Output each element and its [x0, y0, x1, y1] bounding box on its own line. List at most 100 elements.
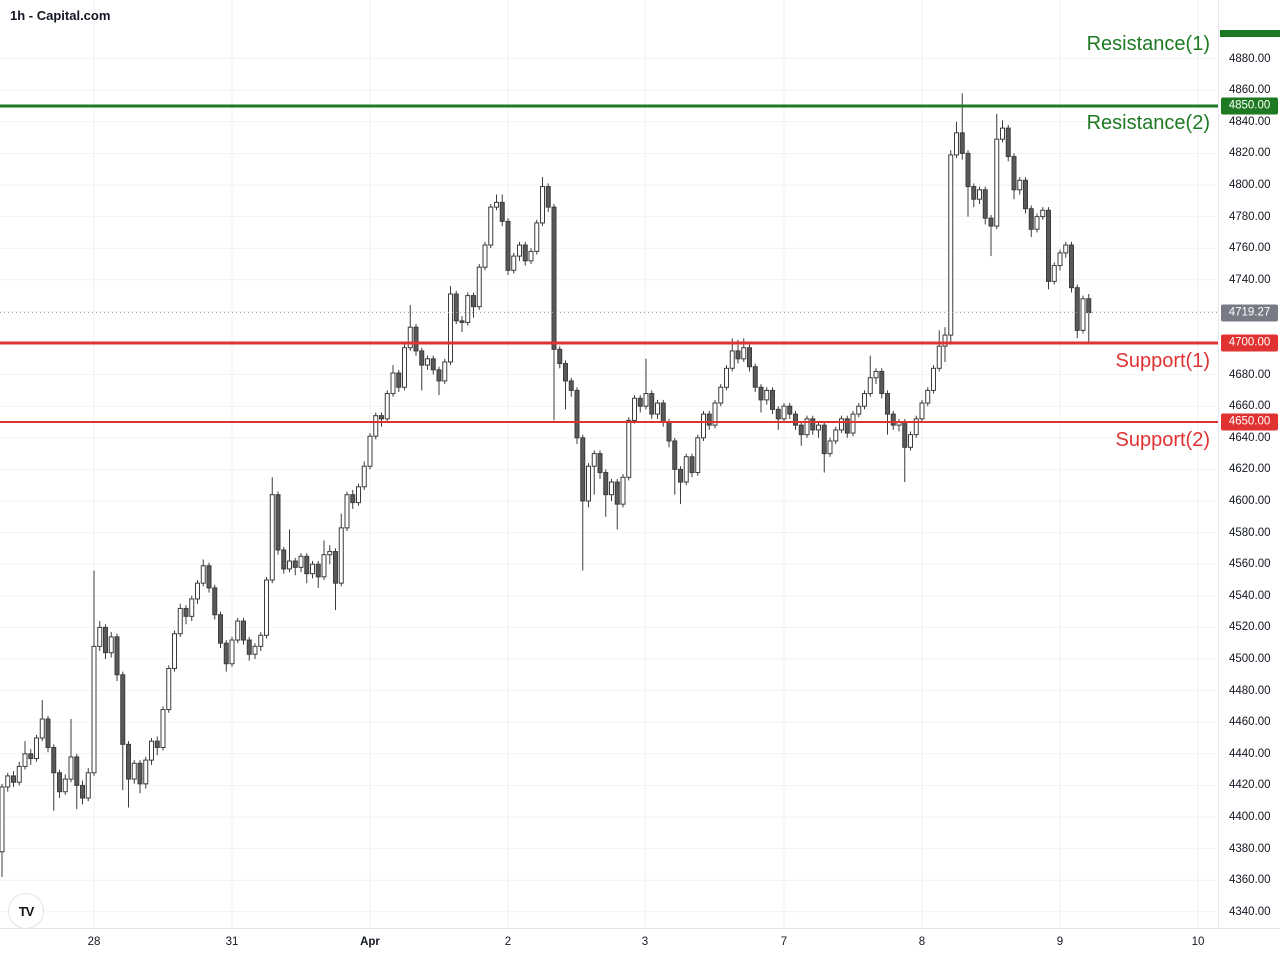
candle-down	[971, 186, 977, 200]
candle-down	[241, 620, 246, 641]
candle-up	[235, 620, 241, 641]
candle-down	[292, 560, 298, 568]
candle-down	[1028, 208, 1034, 230]
candle-down	[557, 348, 563, 365]
time-tick-label: 9	[1056, 936, 1064, 948]
candle-down	[798, 424, 804, 436]
candle-up	[816, 424, 821, 431]
candle-down	[885, 393, 890, 415]
price-tick-label: 4460.00	[1229, 716, 1271, 729]
price-tick-label: 4660.00	[1229, 400, 1271, 413]
candle-down	[126, 743, 131, 780]
candle-down	[430, 358, 436, 371]
candle-up	[764, 389, 770, 401]
candle-up	[534, 222, 540, 252]
candle-down	[1086, 298, 1092, 314]
candle-up	[942, 334, 948, 347]
candle-down	[614, 481, 620, 505]
time-tick-label: 2	[504, 936, 512, 948]
candle-up	[867, 377, 873, 395]
candle-up	[540, 186, 545, 224]
candle-up	[1000, 127, 1005, 140]
candle-up	[465, 295, 471, 323]
resistance-2-label[interactable]: Resistance(2)	[1086, 112, 1210, 134]
candle-down	[218, 614, 223, 644]
candle-up	[1017, 179, 1023, 191]
candle-up	[643, 393, 649, 407]
candle-up	[931, 367, 936, 391]
candle-down	[350, 494, 356, 504]
candle-up	[85, 772, 91, 799]
candle-up	[494, 201, 499, 208]
candle-up	[683, 456, 689, 483]
candle-down	[787, 405, 793, 415]
candle-up	[344, 494, 350, 529]
candle-up	[62, 778, 68, 793]
support-1-label[interactable]: Support(1)	[1115, 350, 1211, 372]
candle-up	[482, 244, 488, 268]
candle-up	[0, 786, 5, 853]
candle-down	[505, 220, 511, 271]
candle-down	[545, 186, 551, 208]
candle-up	[195, 582, 200, 600]
price-tick-label: 4500.00	[1229, 653, 1271, 665]
candle-up	[338, 527, 344, 584]
candle-up	[488, 206, 494, 246]
candle-up	[16, 765, 22, 783]
candle-up	[729, 350, 735, 369]
candle-down	[551, 206, 557, 350]
price-tick-label: 4820.00	[1229, 147, 1271, 160]
candle-up	[189, 598, 195, 617]
candle-up	[850, 413, 856, 434]
chart-plot-area[interactable]	[0, 0, 1218, 928]
candlestick-chart[interactable]	[0, 0, 1218, 928]
candle-down	[810, 418, 816, 431]
candle-up	[177, 607, 183, 635]
candle-up	[22, 753, 28, 767]
candle-up	[172, 633, 177, 669]
candle-up	[425, 358, 430, 366]
candle-down	[45, 718, 51, 748]
time-axis[interactable]: 28 31 Apr 2 3 7 8 9 10	[0, 928, 1280, 960]
price-axis[interactable]: 4850.00 4719.27 4700.00 4650.00 4880.00 4…	[1218, 0, 1280, 928]
candle-up	[68, 756, 74, 780]
price-tick-label: 4360.00	[1229, 874, 1271, 887]
candle-up	[948, 154, 954, 336]
candle-up	[356, 486, 361, 504]
candle-down	[821, 424, 827, 455]
tradingview-logo[interactable]: TV	[8, 893, 44, 929]
candle-down	[1046, 209, 1051, 282]
candle-up	[609, 481, 614, 496]
candle-up	[833, 429, 839, 442]
candle-down	[879, 370, 885, 395]
candle-up	[856, 405, 862, 415]
candle-down	[965, 152, 971, 188]
candle-down	[752, 366, 758, 388]
candle-up	[97, 626, 103, 647]
candle-up	[200, 565, 206, 584]
resistance-1-price-badge-clipped	[1220, 30, 1280, 37]
time-tick-label: 7	[780, 936, 788, 948]
candle-up	[804, 418, 810, 436]
candle-down	[666, 421, 672, 442]
support-1-price-badge: 4700.00	[1221, 334, 1278, 352]
candle-down	[114, 636, 120, 676]
candle-down	[206, 565, 212, 589]
support-2-price-badge: 4650.00	[1221, 413, 1278, 431]
candle-down	[563, 363, 568, 382]
candle-up	[34, 737, 39, 760]
candle-up	[919, 402, 925, 420]
time-tick-label: 31	[225, 936, 239, 948]
candle-up	[620, 476, 626, 505]
candle-down	[419, 350, 425, 366]
candle-up	[108, 636, 114, 654]
candle-down	[315, 563, 321, 578]
time-tick-label: 10	[1191, 936, 1205, 948]
resistance-1-label[interactable]: Resistance(1)	[1086, 33, 1210, 55]
candle-down	[333, 551, 338, 584]
candle-up	[367, 435, 373, 467]
candle-up	[936, 345, 942, 369]
candle-up	[655, 402, 660, 415]
support-2-label[interactable]: Support(2)	[1115, 429, 1211, 451]
candle-down	[11, 775, 16, 783]
